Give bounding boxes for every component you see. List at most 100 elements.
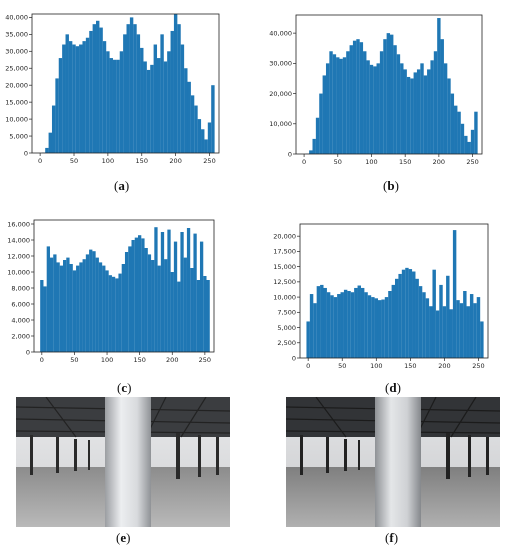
ytick-label-a-3: 15,000 xyxy=(5,98,28,106)
bar-c-19 xyxy=(102,265,106,352)
caption-c: (c) xyxy=(117,380,131,396)
bar-b-17 xyxy=(359,42,364,155)
bar-c-0 xyxy=(40,280,44,352)
chart-panel-b: 0 50 100 150 200 250 0 10,000 20,000 30,000 40,000 xyxy=(262,0,510,172)
bar-d-14 xyxy=(354,287,358,358)
bar-d-48 xyxy=(469,294,474,358)
bar-a-33 xyxy=(150,64,154,153)
bar-b-20 xyxy=(369,64,374,154)
bar-b-51 xyxy=(474,111,478,154)
ytick-label-b-1: 10,000 xyxy=(269,120,292,128)
bar-c-18 xyxy=(98,262,103,352)
xtick-label-b-50: 50 xyxy=(334,158,342,166)
bar-c-27 xyxy=(128,246,132,352)
bar-b-50 xyxy=(470,129,475,154)
bar-c-44 xyxy=(183,257,187,352)
ytick-label-c-8: 16,000 xyxy=(7,220,30,228)
bar-c-8 xyxy=(66,257,70,352)
bar-d-20 xyxy=(374,298,379,358)
bar-a-32 xyxy=(146,69,151,153)
bar-a-22 xyxy=(112,59,117,153)
bar-c-7 xyxy=(63,260,67,352)
bar-a-51 xyxy=(211,85,215,153)
xtick-label-b-150: 150 xyxy=(399,158,411,166)
bar-d-18 xyxy=(367,295,372,358)
bar-c-37 xyxy=(160,232,165,352)
ytick-label-c-2: 4,000 xyxy=(11,316,30,324)
bar-c-6 xyxy=(59,265,64,352)
bar-b-5 xyxy=(319,93,323,154)
bar-a-19 xyxy=(102,41,107,154)
bar-c-24 xyxy=(118,273,122,352)
bar-b-38 xyxy=(430,60,434,154)
bar-d-2 xyxy=(313,303,317,358)
bar-d-31 xyxy=(412,271,416,358)
bar-b-16 xyxy=(356,39,360,154)
bar-d-36 xyxy=(429,306,433,358)
bar-c-38 xyxy=(164,259,168,352)
bar-a-40 xyxy=(173,14,178,153)
xtick-label-c-50: 50 xyxy=(70,356,78,364)
ytick-label-b-4: 40,000 xyxy=(269,29,292,37)
ytick-label-a-1: 5,000 xyxy=(9,132,28,140)
bar-a-23 xyxy=(116,59,120,153)
bar-a-10 xyxy=(72,44,76,154)
bar-b-36 xyxy=(423,75,428,154)
histogram-a: 0 50 100 150 200 250 0 5,000 10,000 15,000 20,000 2… xyxy=(5,13,220,165)
bar-d-37 xyxy=(432,269,436,358)
xtick-label-d-150: 150 xyxy=(404,362,416,370)
caption-b-open: ( xyxy=(383,178,388,193)
caption-d-close: ) xyxy=(396,380,401,395)
bar-d-15 xyxy=(357,285,361,358)
caption-a-close: ) xyxy=(124,178,130,193)
bar-a-42 xyxy=(180,44,185,154)
bar-a-24 xyxy=(119,51,124,154)
bar-b-43 xyxy=(447,78,451,154)
bar-d-10 xyxy=(340,292,344,358)
bar-b-19 xyxy=(366,60,370,154)
ytick-label-c-7: 14,000 xyxy=(7,236,30,244)
bar-a-27 xyxy=(129,17,134,153)
xtick-label-c-0: 0 xyxy=(40,356,44,364)
caption-e: (e) xyxy=(116,530,130,546)
bar-b-21 xyxy=(373,66,377,154)
bar-a-16 xyxy=(92,24,97,154)
bar-c-31 xyxy=(141,238,145,352)
bar-b-33 xyxy=(413,72,417,154)
photo-f xyxy=(286,397,500,527)
bar-a-29 xyxy=(136,34,141,154)
bar-c-16 xyxy=(92,251,96,352)
bar-a-41 xyxy=(177,24,181,154)
ytick-label-d-6: 15,000 xyxy=(273,263,296,271)
bar-b-25 xyxy=(386,33,391,155)
caption-f-letter: f xyxy=(389,530,394,545)
bar-d-42 xyxy=(449,309,453,358)
bar-a-11 xyxy=(75,46,80,153)
bar-d-32 xyxy=(415,278,419,358)
bar-a-38 xyxy=(167,51,171,154)
bar-b-48 xyxy=(464,135,468,154)
bar-c-40 xyxy=(170,272,174,352)
ytick-label-a-0: 0 xyxy=(24,149,28,157)
ytick-label-c-6: 12,000 xyxy=(7,252,30,260)
bar-b-40 xyxy=(437,18,441,154)
bar-d-51 xyxy=(480,321,484,358)
bar-d-19 xyxy=(371,297,375,358)
bar-a-20 xyxy=(106,51,110,154)
bar-c-46 xyxy=(190,268,194,352)
ytick-label-a-6: 30,000 xyxy=(5,48,28,56)
bar-d-49 xyxy=(473,303,477,358)
bar-b-31 xyxy=(406,76,411,154)
bar-d-47 xyxy=(466,306,470,358)
bar-a-15 xyxy=(89,30,93,154)
bar-d-34 xyxy=(422,292,426,358)
ytick-label-d-7: 17,500 xyxy=(273,248,296,256)
ytick-label-c-0: 0 xyxy=(26,348,30,356)
bar-a-34 xyxy=(153,44,158,154)
bar-c-5 xyxy=(56,262,60,352)
bar-d-45 xyxy=(459,303,464,358)
bar-d-1 xyxy=(309,294,314,358)
xtick-label-d-0: 0 xyxy=(306,362,310,370)
bar-d-7 xyxy=(330,295,334,358)
bar-a-4 xyxy=(51,105,56,153)
